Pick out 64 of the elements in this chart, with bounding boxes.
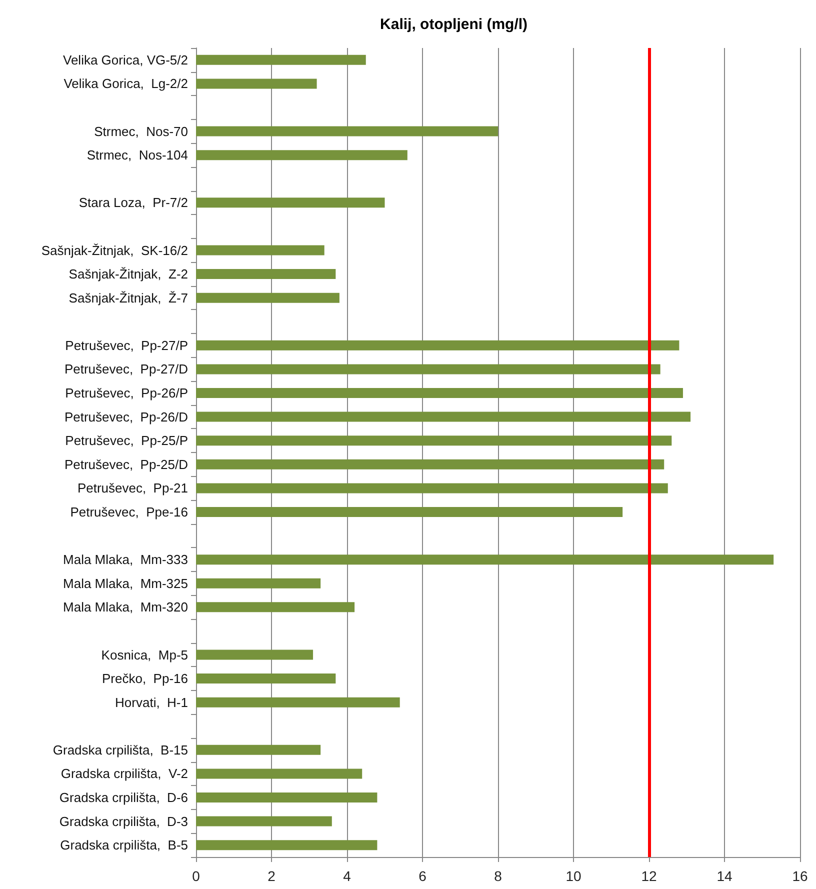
bar [196, 292, 340, 303]
y-tick-label: Sašnjak-Žitnjak, Z-2 [68, 266, 188, 282]
chart-title: Kalij, otopljeni (mg/l) [380, 16, 528, 33]
bar [196, 269, 336, 280]
y-tick-label: Petruševec, Pp-26/D [64, 409, 188, 424]
bar [196, 650, 314, 660]
bar [196, 412, 691, 422]
y-tick-label: Strmec, Nos-104 [86, 148, 188, 163]
y-tick-label: Petruševec, Ppe-16 [70, 504, 188, 520]
bar [196, 768, 362, 779]
bar [196, 150, 408, 160]
bar [196, 554, 774, 565]
y-tick-label: Strmec, Nos-70 [94, 124, 188, 139]
bar [196, 697, 400, 708]
x-tick-label: 6 [418, 868, 427, 884]
bar [196, 245, 324, 256]
x-tick-label: 12 [641, 868, 657, 884]
y-tick-label: Mala Mlaka, Mm-325 [63, 576, 188, 591]
x-tick-label: 2 [268, 868, 276, 884]
y-tick-label: Mala Mlaka, Mm-320 [63, 600, 188, 615]
y-tick-label: Petruševec, Pp-26/P [65, 386, 188, 401]
bar [196, 483, 668, 494]
x-tick-label: 8 [494, 868, 502, 884]
y-tick-label: Gradska crpilišta, D-6 [59, 790, 188, 806]
y-tick-label: Gradska crpilišta, B-15 [52, 742, 188, 758]
y-tick-label: Gradska crpilišta, D-3 [59, 814, 188, 829]
bar [196, 506, 623, 517]
y-tick-label: Petruševec, Pp-27/D [64, 362, 188, 377]
bar [196, 816, 332, 826]
y-tick-label: Petruševec, Pp-27/P [65, 338, 188, 353]
bar [196, 602, 355, 612]
bar [196, 364, 660, 374]
y-tick-label: Gradska crpilišta, B-5 [60, 838, 188, 853]
y-tick-label: Mala Mlaka, Mm-333 [63, 552, 188, 568]
bar [196, 436, 672, 446]
x-tick-label: 10 [566, 868, 582, 884]
y-tick-label: Sašnjak-Žitnjak, Ž-7 [68, 290, 188, 306]
bar [196, 198, 385, 208]
y-tick-label: Petruševec, Pp-25/D [64, 456, 188, 472]
y-tick-label: Horvati, H-1 [115, 694, 188, 710]
y-tick-label: Petruševec, Pp-25/P [65, 433, 188, 448]
bar [196, 78, 317, 89]
y-tick-label: Stara Loza, Pr-7/2 [78, 195, 188, 210]
bar [196, 744, 321, 755]
y-tick-label: Kosnica, Mp-5 [101, 647, 188, 662]
bar [196, 126, 498, 136]
y-tick-label: Prečko, Pp-16 [102, 671, 188, 686]
x-tick-label: 16 [792, 868, 808, 884]
bar [196, 340, 680, 350]
bar [196, 674, 336, 684]
bar [196, 54, 366, 65]
bar [196, 792, 378, 803]
bar [196, 578, 321, 588]
bar [196, 840, 378, 850]
x-tick-label: 4 [343, 868, 352, 884]
x-tick-label: 0 [192, 868, 200, 884]
y-tick-label: Petruševec, Pp-21 [77, 480, 188, 496]
x-tick-label: 14 [716, 868, 732, 884]
y-tick-label: Velika Gorica, Lg-2/2 [64, 76, 188, 92]
bar [196, 459, 664, 470]
y-tick-label: Gradska crpilišta, V-2 [60, 766, 188, 782]
y-tick-label: Velika Gorica, VG-5/2 [63, 52, 188, 68]
bar [196, 388, 683, 398]
y-tick-label: Sašnjak-Žitnjak, SK-16/2 [41, 242, 188, 258]
